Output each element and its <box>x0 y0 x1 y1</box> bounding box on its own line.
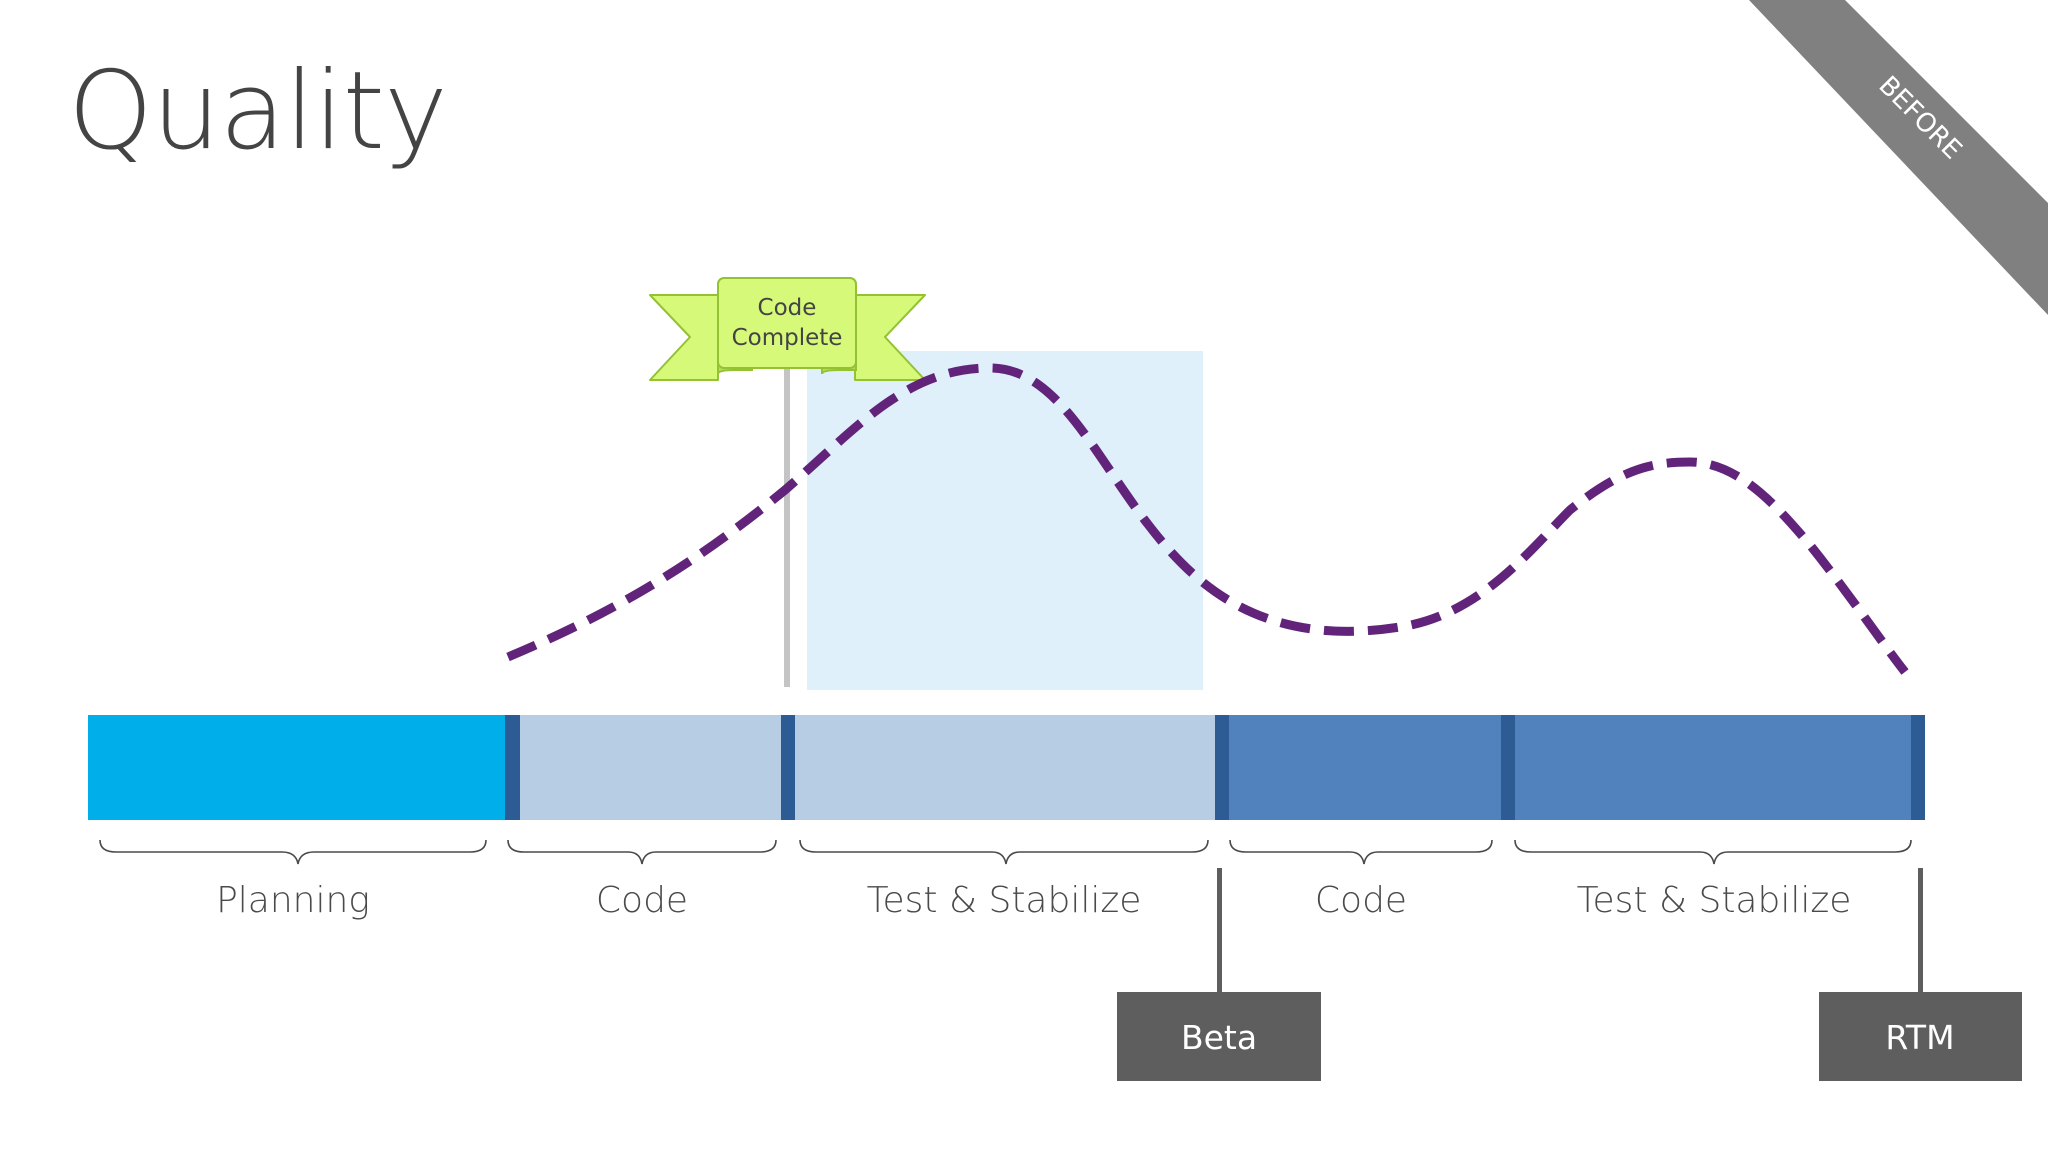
brace-planning <box>99 839 487 865</box>
phase-label-test-1: Test & Stabilize <box>867 880 1142 921</box>
code-complete-pole <box>784 367 790 687</box>
phase-label-planning: Planning <box>216 880 370 921</box>
brace-code-1 <box>507 839 777 865</box>
phase-bar <box>88 715 1925 820</box>
milestone-beta-label: Beta <box>1181 1018 1257 1057</box>
phase-segment-test-2 <box>1501 715 1925 820</box>
flag-line1: Code <box>758 295 817 321</box>
phase-divider <box>1215 715 1229 820</box>
phase-divider <box>505 715 520 820</box>
milestone-rtm: RTM <box>1819 868 2022 1081</box>
phase-label-code-1: Code <box>596 880 688 921</box>
phase-label-test-2: Test & Stabilize <box>1577 880 1852 921</box>
milestone-rtm-label: RTM <box>1885 1018 1954 1057</box>
phase-segment-code-2 <box>1215 715 1501 820</box>
phase-divider <box>781 715 795 820</box>
brace-code-2 <box>1229 839 1493 865</box>
quality-curve <box>506 363 1909 675</box>
phase-divider <box>1911 715 1925 820</box>
slide-title: Quality <box>68 49 448 174</box>
phase-label-code-2: Code <box>1315 880 1407 921</box>
milestone-beta: Beta <box>1117 868 1321 1081</box>
code-complete-flag: Code Complete <box>649 277 926 381</box>
phase-segment-test-1 <box>781 715 1215 820</box>
phase-divider <box>1501 715 1515 820</box>
brace-test-1 <box>799 839 1209 865</box>
phase-segment-planning <box>88 715 505 820</box>
before-corner-banner: BEFORE <box>1749 0 2048 315</box>
phase-segment-code-1 <box>505 715 781 820</box>
brace-test-2 <box>1514 839 1912 865</box>
flag-line2: Complete <box>732 325 843 351</box>
